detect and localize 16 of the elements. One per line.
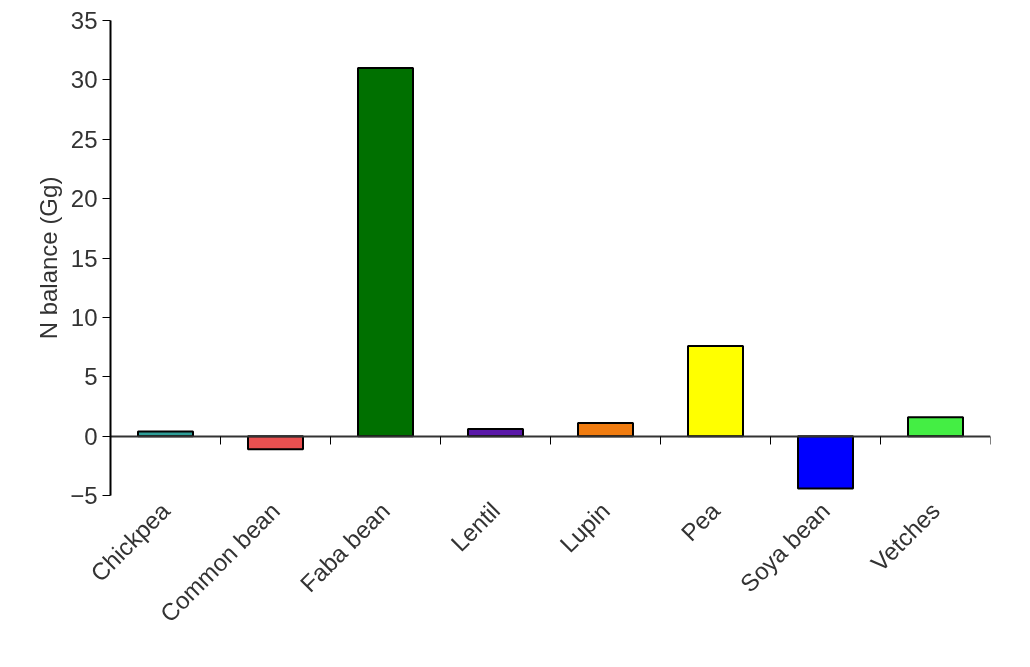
y-axis-title: N balance (Gg) <box>35 176 63 340</box>
y-tick-label: 20 <box>70 185 98 213</box>
y-tick-label: 25 <box>70 125 98 153</box>
x-tick-label: Pea <box>675 496 726 547</box>
y-tick-label: −5 <box>70 482 98 509</box>
bar <box>907 416 964 438</box>
y-tick-label: 15 <box>70 244 98 272</box>
bar <box>357 67 414 438</box>
bar <box>687 344 744 438</box>
bar <box>797 435 854 490</box>
bar <box>577 422 634 438</box>
y-tick-label: 0 <box>84 422 98 450</box>
y-tick-label: 10 <box>70 303 98 331</box>
y-tick-label: 5 <box>84 363 98 391</box>
y-tick-label: 30 <box>70 66 98 94</box>
y-tick-label: 35 <box>70 7 98 34</box>
